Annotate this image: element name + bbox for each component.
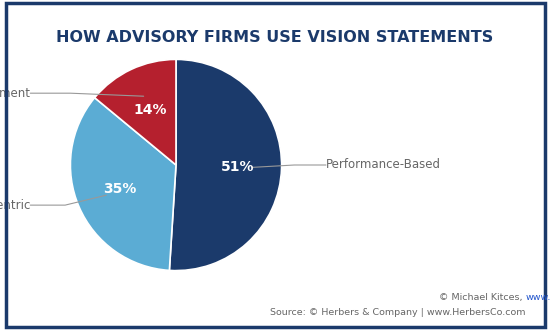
- Wedge shape: [70, 98, 176, 270]
- Text: © Michael Kitces,: © Michael Kitces,: [439, 293, 525, 302]
- Wedge shape: [95, 59, 176, 165]
- Text: Performance-Based: Performance-Based: [326, 158, 441, 172]
- Text: No Vision Statement: No Vision Statement: [0, 87, 30, 100]
- Text: 35%: 35%: [103, 182, 136, 196]
- Text: 51%: 51%: [221, 160, 254, 174]
- Text: www.kitces.com: www.kitces.com: [525, 293, 550, 302]
- Text: Client-Centric: Client-Centric: [0, 199, 30, 212]
- Text: Source: © Herbers & Company | www.HerbersCo.com: Source: © Herbers & Company | www.Herber…: [270, 308, 525, 317]
- Text: 14%: 14%: [133, 103, 167, 116]
- Wedge shape: [169, 59, 282, 271]
- Text: HOW ADVISORY FIRMS USE VISION STATEMENTS: HOW ADVISORY FIRMS USE VISION STATEMENTS: [56, 30, 494, 45]
